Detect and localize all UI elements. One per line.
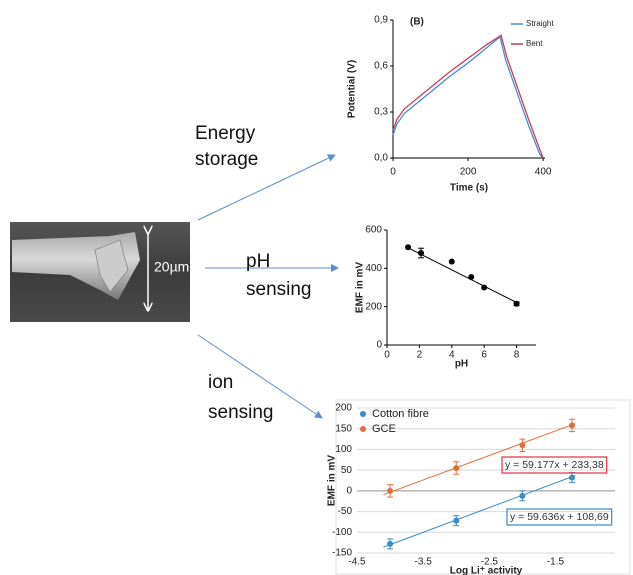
point bbox=[519, 442, 526, 449]
x-tick-label: -4.5 bbox=[348, 557, 366, 568]
trend-line bbox=[407, 247, 517, 303]
point bbox=[513, 300, 520, 307]
point bbox=[569, 422, 575, 429]
point bbox=[569, 474, 575, 481]
y-tick-label: 0 bbox=[376, 340, 382, 351]
scale-label: 20µm bbox=[154, 259, 189, 275]
y-tick-label: 0,0 bbox=[374, 153, 388, 164]
y-tick-label: 150 bbox=[335, 423, 352, 434]
label: storage bbox=[195, 149, 258, 170]
y-tick-label: 200 bbox=[335, 403, 352, 414]
x-tick-label: 0 bbox=[384, 350, 390, 361]
y-tick-label: 100 bbox=[335, 444, 352, 455]
annotation-box bbox=[506, 508, 613, 526]
legend-swatch bbox=[360, 411, 366, 417]
y-tick-label: 200 bbox=[365, 301, 382, 312]
y-tick-label: -100 bbox=[332, 527, 352, 538]
y-tick-label: -50 bbox=[338, 506, 353, 517]
x-tick-label: -2.5 bbox=[481, 557, 499, 568]
legend-label: Straight bbox=[526, 19, 554, 28]
x-tick-label: 6 bbox=[481, 350, 487, 361]
point bbox=[453, 517, 460, 524]
panel-border bbox=[335, 399, 631, 575]
trend-line bbox=[383, 475, 576, 548]
series-line bbox=[392, 35, 543, 159]
x-tick-label: 8 bbox=[514, 350, 520, 361]
point bbox=[481, 284, 488, 291]
x-tick-label: 4 bbox=[449, 350, 455, 361]
point bbox=[387, 540, 394, 547]
series-line bbox=[392, 34, 544, 159]
annotation: y = 59.636x + 108,69 bbox=[510, 511, 609, 523]
annotation-box bbox=[501, 456, 608, 474]
x-axis-title: Log Li⁺ activity bbox=[450, 566, 523, 575]
y-tick-label: 0,9 bbox=[374, 15, 388, 26]
y-tick-label: 0,6 bbox=[374, 61, 388, 72]
x-axis-title: pH bbox=[455, 359, 468, 370]
y-axis-title: Potential (V) bbox=[347, 60, 358, 118]
point bbox=[453, 465, 460, 472]
y-tick-label: 50 bbox=[341, 465, 353, 476]
x-tick-label: -1.5 bbox=[547, 557, 565, 568]
y-tick-label: 400 bbox=[365, 263, 382, 274]
legend-label: Bent bbox=[526, 39, 543, 48]
x-tick-label: 0 bbox=[390, 167, 396, 178]
y-tick-label: 0,3 bbox=[374, 107, 388, 118]
point bbox=[448, 258, 455, 265]
legend-label: GCE bbox=[372, 423, 396, 435]
legend-swatch bbox=[360, 426, 366, 432]
y-tick-label: 0 bbox=[346, 485, 352, 496]
x-tick-label: 400 bbox=[535, 167, 552, 178]
y-axis-title: EMF in mV bbox=[327, 455, 338, 506]
point bbox=[519, 492, 526, 499]
fibre-end bbox=[94, 239, 129, 293]
y-tick-label: -150 bbox=[332, 548, 352, 559]
arrow bbox=[197, 154, 336, 221]
x-tick-label: 2 bbox=[417, 350, 423, 361]
chart-title: (B) bbox=[410, 17, 424, 28]
point bbox=[387, 487, 394, 494]
point bbox=[405, 244, 412, 251]
label: Energy bbox=[195, 123, 256, 144]
x-tick-label: -3.5 bbox=[415, 557, 433, 568]
y-tick-label: 600 bbox=[365, 225, 382, 236]
trend-line bbox=[383, 423, 576, 496]
legend-label: Cotton fibre bbox=[372, 408, 429, 420]
annotation: y = 59.177x + 233,38 bbox=[505, 459, 604, 471]
label: ion bbox=[208, 372, 233, 393]
label: sensing bbox=[208, 402, 274, 423]
point bbox=[418, 250, 425, 256]
y-axis-title: EMF in mV bbox=[355, 262, 366, 313]
x-axis-title: Time (s) bbox=[450, 183, 488, 194]
x-tick-label: 200 bbox=[460, 167, 477, 178]
point bbox=[468, 273, 475, 280]
arrow bbox=[197, 334, 323, 419]
label: sensing bbox=[246, 279, 312, 300]
label: pH bbox=[246, 251, 270, 272]
